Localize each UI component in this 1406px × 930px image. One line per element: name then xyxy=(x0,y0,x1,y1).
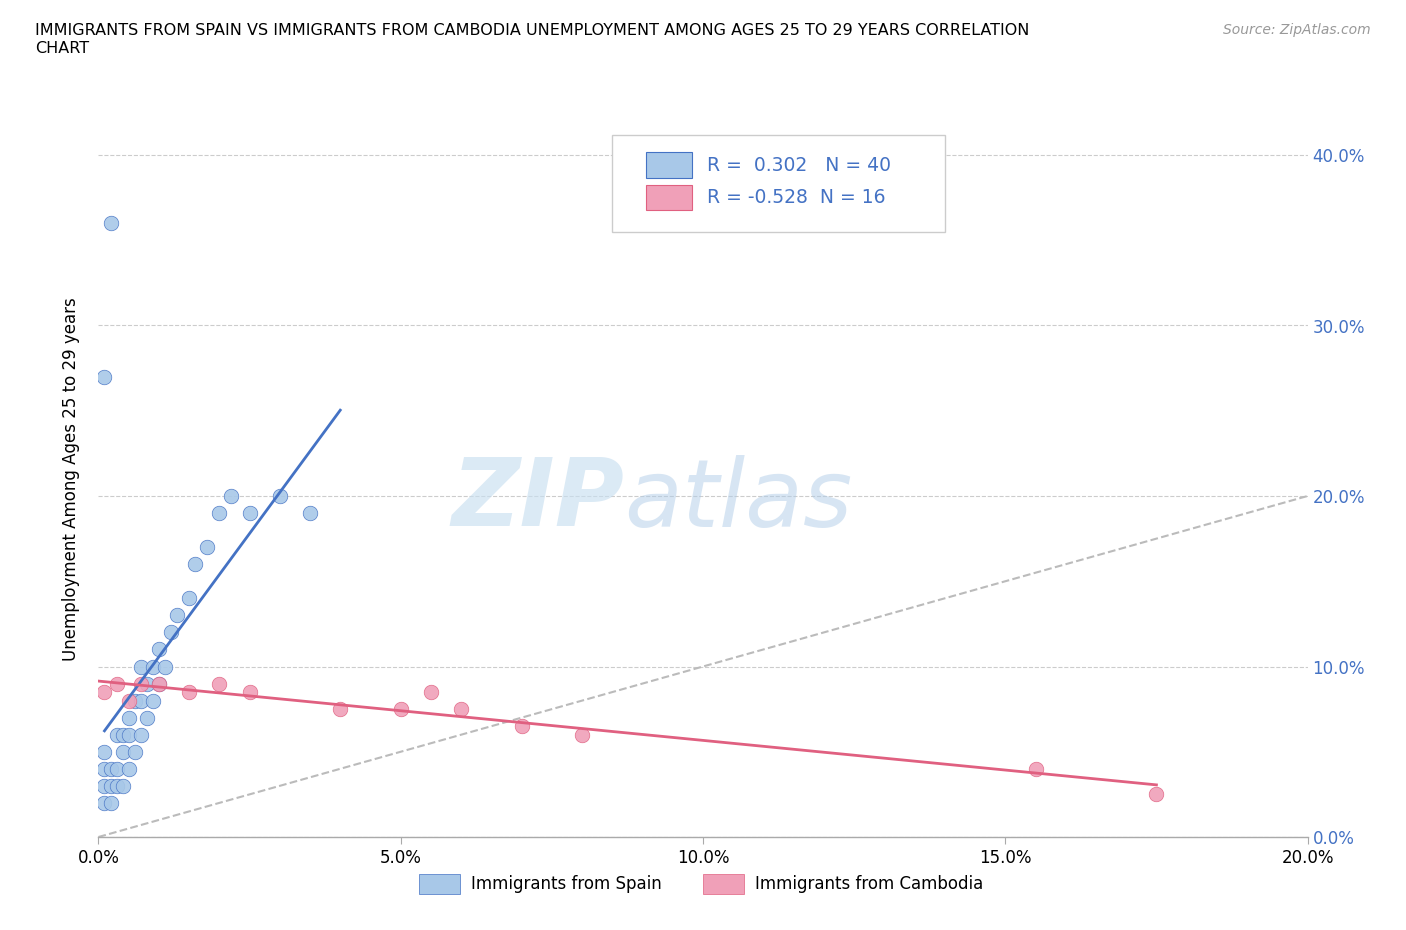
Point xyxy=(1144,787,1167,802)
Point xyxy=(124,744,146,759)
Point xyxy=(93,762,115,777)
Point xyxy=(179,591,201,605)
Point xyxy=(571,727,593,742)
Point xyxy=(148,676,170,691)
Point xyxy=(129,676,152,691)
Text: R =  0.302   N = 40: R = 0.302 N = 40 xyxy=(707,156,890,175)
Point xyxy=(329,702,352,717)
Point xyxy=(100,795,122,810)
Point xyxy=(124,693,146,708)
Point xyxy=(105,762,128,777)
Point xyxy=(510,719,533,734)
Point xyxy=(208,506,231,521)
Point xyxy=(153,659,176,674)
Point xyxy=(148,676,170,691)
Text: ZIP: ZIP xyxy=(451,455,624,547)
Text: IMMIGRANTS FROM SPAIN VS IMMIGRANTS FROM CAMBODIA UNEMPLOYMENT AMONG AGES 25 TO : IMMIGRANTS FROM SPAIN VS IMMIGRANTS FROM… xyxy=(35,23,1029,56)
FancyBboxPatch shape xyxy=(613,135,945,232)
Point xyxy=(93,744,115,759)
Text: R = -0.528  N = 16: R = -0.528 N = 16 xyxy=(707,188,886,207)
Point xyxy=(129,693,152,708)
Text: atlas: atlas xyxy=(624,455,852,546)
Point xyxy=(93,795,115,810)
FancyBboxPatch shape xyxy=(647,185,692,210)
Text: Immigrants from Spain: Immigrants from Spain xyxy=(471,875,662,893)
Point xyxy=(269,488,291,503)
Point xyxy=(142,693,165,708)
Point xyxy=(1024,762,1046,777)
Point xyxy=(166,608,188,623)
Point xyxy=(105,778,128,793)
FancyBboxPatch shape xyxy=(419,874,460,895)
Point xyxy=(160,625,183,640)
Point xyxy=(239,506,262,521)
FancyBboxPatch shape xyxy=(647,153,692,179)
FancyBboxPatch shape xyxy=(703,874,744,895)
Point xyxy=(221,488,243,503)
Point xyxy=(389,702,412,717)
Point xyxy=(118,762,141,777)
Point xyxy=(129,659,152,674)
Point xyxy=(129,727,152,742)
Point xyxy=(239,684,262,699)
Point xyxy=(100,216,122,231)
Point xyxy=(184,557,207,572)
Point xyxy=(195,539,218,554)
Point xyxy=(100,778,122,793)
Point xyxy=(118,693,141,708)
Point xyxy=(105,676,128,691)
Point xyxy=(179,684,201,699)
Point xyxy=(111,727,134,742)
Text: Immigrants from Cambodia: Immigrants from Cambodia xyxy=(755,875,983,893)
Point xyxy=(450,702,472,717)
Point xyxy=(93,778,115,793)
Y-axis label: Unemployment Among Ages 25 to 29 years: Unemployment Among Ages 25 to 29 years xyxy=(62,297,80,661)
Point xyxy=(299,506,322,521)
Point xyxy=(100,762,122,777)
Point xyxy=(148,642,170,657)
Text: Source: ZipAtlas.com: Source: ZipAtlas.com xyxy=(1223,23,1371,37)
Point xyxy=(93,369,115,384)
Point xyxy=(135,711,157,725)
Point xyxy=(118,711,141,725)
Point xyxy=(208,676,231,691)
Point xyxy=(111,778,134,793)
Point xyxy=(93,684,115,699)
Point xyxy=(111,744,134,759)
Point xyxy=(135,676,157,691)
Point xyxy=(420,684,443,699)
Point xyxy=(118,727,141,742)
Point xyxy=(105,727,128,742)
Point xyxy=(142,659,165,674)
